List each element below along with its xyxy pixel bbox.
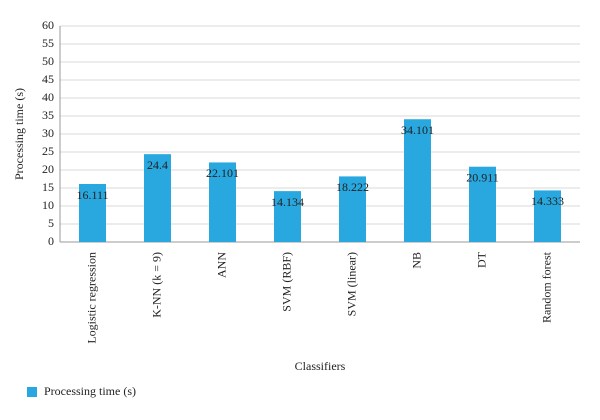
x-tick-label: K-NN (k = 9) [149,252,163,318]
data-label: 14.134 [271,195,304,209]
x-tick-label: DT [474,251,488,268]
bar [404,119,431,242]
y-axis-label: Processing time (s) [12,88,26,180]
x-tick-label: Logistic regression [84,252,98,344]
bar [534,190,561,242]
data-label: 20.911 [466,170,499,184]
data-label: 22.101 [206,166,239,180]
y-tick-label: 20 [42,162,54,176]
bar [339,176,366,242]
bar [209,162,236,242]
y-tick-label: 50 [42,54,54,68]
y-tick-label: 55 [42,36,54,50]
data-label: 18.222 [336,180,369,194]
x-tick-label: SVM (RBF) [279,252,293,312]
y-tick-label: 5 [48,216,54,230]
y-tick-label: 0 [48,234,54,248]
bar [144,154,171,242]
x-tick-label: Random forest [539,251,553,323]
y-tick-label: 45 [42,72,54,86]
y-tick-label: 25 [42,144,54,158]
y-tick-label: 60 [42,18,54,32]
data-label: 16.111 [76,188,108,202]
x-tick-label: ANN [214,252,228,278]
y-tick-label: 10 [42,198,54,212]
legend-swatch [27,387,37,397]
data-label: 34.101 [401,123,434,137]
y-tick-label: 35 [42,108,54,122]
legend-label: Processing time (s) [44,384,136,398]
x-tick-label: SVM (linear) [344,252,358,316]
x-axis-label: Classifiers [295,359,346,373]
y-tick-label: 15 [42,180,54,194]
bar [79,184,106,242]
bar [274,191,301,242]
y-tick-label: 40 [42,90,54,104]
bar [469,166,496,242]
data-label: 14.333 [531,194,564,208]
x-tick-label: NB [409,252,423,269]
data-label: 24.4 [147,158,168,172]
y-tick-label: 30 [42,126,54,140]
